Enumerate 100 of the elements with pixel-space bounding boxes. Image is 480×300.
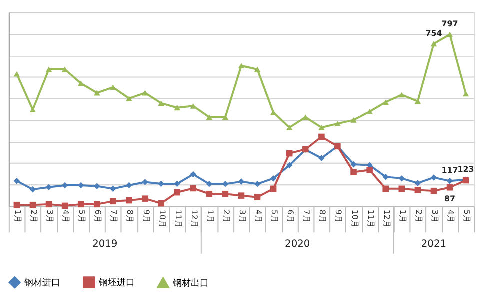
point (158, 100, 164, 106)
x-tick-label: 5月 (462, 210, 472, 223)
x-tick-label: 12月 (382, 210, 392, 228)
text: 2019 (92, 238, 118, 250)
point (462, 91, 470, 97)
legend-label: 钢材出口 (172, 278, 210, 289)
x-tick-label: 5月 (78, 210, 87, 223)
point (414, 180, 422, 186)
point (174, 105, 180, 111)
data-label: 117 (442, 166, 458, 176)
point (238, 178, 245, 185)
point (382, 186, 389, 192)
point (206, 190, 213, 198)
point (46, 201, 52, 208)
x-tick-label: 2月 (222, 210, 231, 223)
point (318, 155, 325, 162)
x-tick-label: 4月 (62, 210, 71, 223)
x-tick-label: 1月 (398, 210, 408, 223)
point (270, 175, 277, 182)
x-tick-label: 2月 (414, 210, 424, 223)
point (94, 183, 100, 190)
point (270, 110, 277, 116)
point (366, 109, 373, 114)
point (62, 182, 68, 189)
point (158, 200, 164, 207)
point (94, 90, 100, 96)
point (126, 197, 132, 204)
point (302, 114, 309, 120)
x-tick-label: 11月 (174, 210, 183, 228)
point (446, 32, 454, 38)
x-tick-label: 3月 (238, 210, 247, 223)
point (14, 202, 20, 208)
point (190, 103, 196, 109)
point (30, 186, 36, 193)
point (430, 188, 438, 194)
point (318, 134, 325, 140)
point (286, 162, 293, 169)
x-tick-label: 8月 (318, 210, 328, 223)
legend-label: 钢坯进口 (98, 278, 135, 289)
point (206, 114, 213, 120)
point (446, 178, 454, 184)
point (94, 201, 100, 208)
point (238, 192, 245, 199)
point (14, 178, 20, 184)
point (110, 186, 116, 192)
point (30, 202, 36, 208)
x-tick-label: 8月 (126, 210, 135, 223)
point (222, 190, 229, 198)
point (398, 186, 406, 192)
point (14, 71, 20, 77)
point (126, 182, 132, 189)
point (430, 41, 438, 47)
text: 2020 (285, 238, 310, 250)
point (110, 198, 116, 205)
point (254, 194, 261, 200)
x-tick-label: 3月 (430, 210, 440, 223)
point (446, 184, 454, 191)
point (350, 161, 357, 168)
point (158, 180, 164, 188)
point (414, 187, 422, 194)
point (318, 124, 325, 130)
x-tick-label: 5月 (270, 210, 280, 223)
point (398, 92, 406, 98)
x-tick-label: 4月 (254, 210, 264, 223)
text: 2021 (421, 238, 447, 250)
point (142, 90, 148, 96)
point (254, 181, 261, 188)
data-label: 754 (426, 28, 443, 38)
x-tick-label: 4月 (446, 210, 456, 223)
data-label: 87 (444, 194, 456, 204)
x-tick-label: 9月 (334, 210, 344, 223)
point (350, 117, 357, 123)
point (190, 185, 196, 192)
x-tick-label: 2月 (29, 210, 38, 223)
point (286, 124, 293, 130)
point (238, 63, 245, 69)
point (270, 186, 277, 192)
point (254, 66, 261, 72)
point (174, 180, 180, 188)
point (78, 80, 84, 86)
data-label: 797 (442, 20, 458, 29)
point (142, 196, 148, 202)
x-tick-label: 1月 (206, 210, 215, 223)
data-label: 123 (458, 164, 474, 174)
point (334, 121, 341, 127)
point (206, 181, 213, 188)
point (222, 181, 229, 188)
x-tick-label: 7月 (110, 210, 119, 223)
x-tick-label: 6月 (286, 210, 296, 223)
x-tick-label: 7月 (302, 210, 312, 223)
x-tick-label: 6月 (94, 210, 103, 223)
x-tick-label: 12月 (190, 210, 199, 228)
x-tick-label: 1月 (13, 210, 22, 223)
x-tick-label: 3月 (46, 210, 55, 223)
point (382, 174, 389, 180)
legend-label: 钢材进口 (24, 278, 61, 289)
point (110, 84, 116, 90)
x-tick-label: 10月 (158, 210, 167, 228)
point (350, 169, 357, 176)
point (126, 96, 132, 102)
